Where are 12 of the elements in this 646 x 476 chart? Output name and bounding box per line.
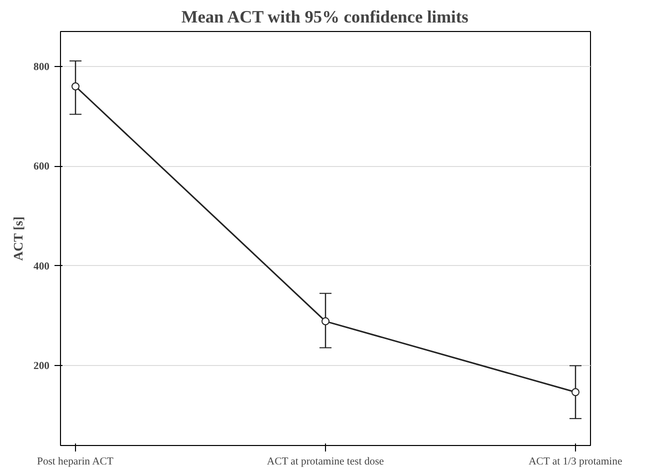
y-tick-label: 800 xyxy=(34,62,50,73)
y-tick-label: 400 xyxy=(34,261,50,272)
point xyxy=(322,317,330,326)
x-tick-label: Post heparin ACT xyxy=(37,456,114,468)
y-axis-title: ACT [s] xyxy=(10,216,26,261)
point xyxy=(572,388,580,396)
y-tick-label: 200 xyxy=(34,361,50,372)
y-tick-label: 600 xyxy=(34,162,50,173)
chart-title: Mean ACT with 95% confidence limits xyxy=(181,8,469,26)
x-tick-label: ACT at 1/3 protamine xyxy=(528,456,622,468)
point xyxy=(72,82,80,90)
x-tick-label: ACT at protamine test dose xyxy=(266,456,384,468)
